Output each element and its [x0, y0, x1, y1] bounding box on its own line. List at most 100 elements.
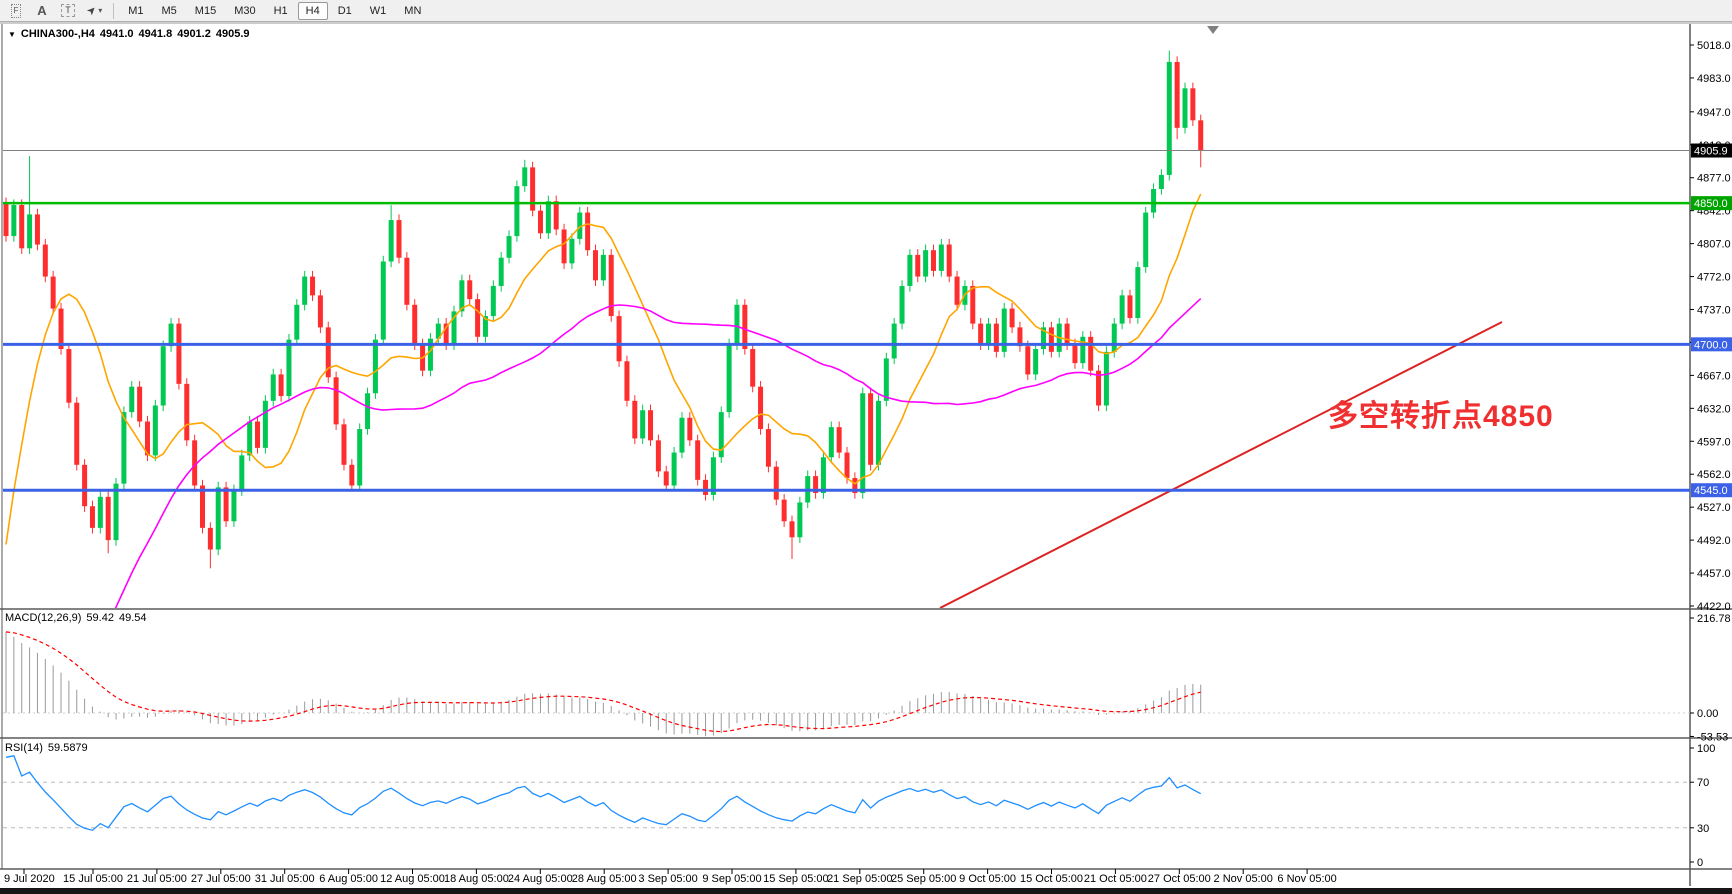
font-tool-button[interactable]: A	[30, 2, 54, 20]
candle-body	[923, 250, 929, 277]
candle-body	[608, 254, 614, 317]
candle-body	[215, 487, 221, 550]
chart-shift-icon[interactable]	[1207, 26, 1219, 34]
date-label: 15 Jul 05:00	[63, 873, 123, 885]
candle-body	[1048, 327, 1054, 352]
date-label: 6 Nov 05:00	[1277, 873, 1336, 885]
timeframe-M5-button[interactable]: M5	[154, 2, 185, 20]
candle-body	[930, 250, 936, 271]
candle-body	[365, 393, 371, 430]
candle-body	[357, 429, 363, 486]
candle-body	[813, 476, 819, 494]
candle-body	[1103, 351, 1109, 406]
date-label: 15 Sep 05:00	[763, 873, 828, 885]
candle-body	[3, 203, 9, 237]
timeframe-W1-button[interactable]: W1	[362, 2, 395, 20]
date-label: 27 Jul 05:00	[191, 873, 251, 885]
candle-body	[553, 201, 559, 230]
candle-body	[1190, 88, 1196, 121]
candle-body	[380, 261, 386, 340]
candle-body	[844, 452, 850, 478]
candle-body	[522, 167, 528, 187]
timeframe-H4-button[interactable]: H4	[297, 1, 328, 20]
bid-price-badge	[1691, 143, 1732, 158]
candle-body	[160, 346, 166, 406]
candle-body	[530, 167, 536, 211]
candle-body	[310, 276, 316, 296]
timeframe-H1-button[interactable]: H1	[266, 2, 296, 20]
candle-body	[58, 308, 64, 350]
candle-body	[89, 506, 95, 528]
candle-body	[514, 186, 520, 237]
candle-body	[1033, 349, 1039, 375]
candle-body	[459, 280, 465, 312]
candle-body	[1017, 327, 1023, 347]
date-label: 6 Aug 05:00	[319, 873, 378, 885]
candle-body	[1041, 327, 1047, 350]
candle-body	[66, 349, 72, 403]
level-4700-badge-label: 4700.0	[1694, 339, 1728, 351]
date-label: 21 Oct 05:00	[1084, 873, 1147, 885]
candle-body	[569, 238, 575, 264]
date-label: 9 Jul 2020	[4, 873, 55, 885]
price-tick-label: 4983.0	[1697, 73, 1731, 85]
price-tick-label: 4597.0	[1697, 436, 1731, 448]
macd-signal-value: 49.54	[118, 612, 147, 624]
timeframe-M15-button[interactable]: M15	[187, 2, 224, 20]
candle-body	[207, 527, 213, 550]
timeframe-M1-button[interactable]: M1	[120, 2, 151, 20]
candle-body	[1151, 189, 1157, 213]
cursor-tool-button[interactable]: ➤ ▾	[82, 2, 107, 20]
candle-body	[152, 405, 158, 456]
candle-body	[1166, 61, 1172, 175]
candle-body	[176, 323, 182, 384]
toolbar-separator	[113, 2, 115, 19]
ohlc-open: 4941.0	[99, 28, 134, 40]
macd-scale-label: -53.53	[1697, 731, 1728, 743]
candle-body	[27, 214, 33, 249]
candle-body	[412, 304, 418, 345]
level-4545-badge-label: 4545.0	[1694, 485, 1728, 497]
candle-body	[758, 386, 764, 430]
candle-body	[137, 386, 143, 422]
main-chart-layer	[3, 50, 1503, 608]
candle-body	[781, 499, 787, 522]
rsi-indicator-label: RSI(14) 59.5879	[5, 742, 88, 754]
candle-body	[868, 393, 874, 465]
candle-body	[113, 483, 119, 541]
candle-body	[1198, 120, 1204, 151]
candle-body	[1135, 267, 1141, 318]
text-tool-button[interactable]: T	[56, 2, 80, 20]
symbols-grid-button[interactable]: F	[4, 2, 28, 20]
rsi-scale-label: 0	[1697, 857, 1703, 869]
candle-body	[703, 479, 709, 495]
price-tick-label: 4877.0	[1697, 173, 1731, 185]
trend-line[interactable]	[939, 321, 1503, 608]
price-tick-label: 4632.0	[1697, 403, 1731, 415]
candle-body	[1064, 323, 1070, 345]
candle-body	[121, 412, 127, 484]
candle-body	[946, 244, 952, 277]
level-4850-badge	[1691, 196, 1732, 211]
timeframe-M30-button[interactable]: M30	[226, 2, 263, 20]
chart-collapse-icon[interactable]: ▼	[8, 29, 16, 39]
candle-body	[490, 285, 496, 317]
macd-signal-line	[5, 631, 1201, 733]
candle-body	[915, 254, 921, 277]
toolbar: F A T ➤ ▾ M1 M5 M15 M30 H1 H4 D1 W1 MN	[0, 0, 1732, 22]
candle-body	[294, 304, 300, 340]
timeframe-MN-button[interactable]: MN	[396, 2, 429, 20]
candle-body	[129, 386, 135, 413]
candle-body	[648, 410, 654, 441]
candle-body	[467, 280, 473, 300]
candle-body	[1072, 344, 1078, 364]
candle-body	[773, 466, 779, 500]
price-tick-label: 4527.0	[1697, 502, 1731, 514]
drawing-tools-group: F A T ➤ ▾	[4, 2, 107, 20]
candle-body	[577, 212, 583, 239]
candle-body	[506, 236, 512, 258]
symbols-grid-icon: F	[10, 3, 22, 18]
timeframe-D1-button[interactable]: D1	[330, 2, 360, 20]
